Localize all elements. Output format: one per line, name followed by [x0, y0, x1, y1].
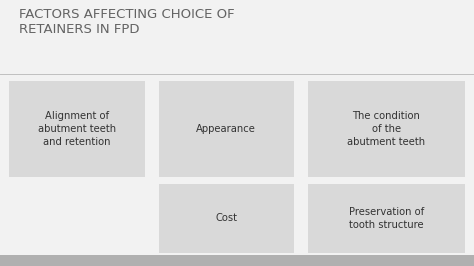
Text: Appearance: Appearance: [196, 124, 256, 134]
FancyBboxPatch shape: [0, 255, 474, 266]
Text: Alignment of
abutment teeth
and retention: Alignment of abutment teeth and retentio…: [38, 111, 116, 147]
Text: Preservation of
tooth structure: Preservation of tooth structure: [349, 206, 424, 230]
Text: Cost: Cost: [215, 213, 237, 223]
FancyBboxPatch shape: [159, 184, 294, 253]
FancyBboxPatch shape: [308, 184, 465, 253]
FancyBboxPatch shape: [308, 81, 465, 177]
FancyBboxPatch shape: [9, 81, 145, 177]
FancyBboxPatch shape: [159, 81, 294, 177]
Text: The condition
of the
abutment teeth: The condition of the abutment teeth: [347, 111, 425, 147]
Text: FACTORS AFFECTING CHOICE OF
RETAINERS IN FPD: FACTORS AFFECTING CHOICE OF RETAINERS IN…: [19, 8, 235, 36]
